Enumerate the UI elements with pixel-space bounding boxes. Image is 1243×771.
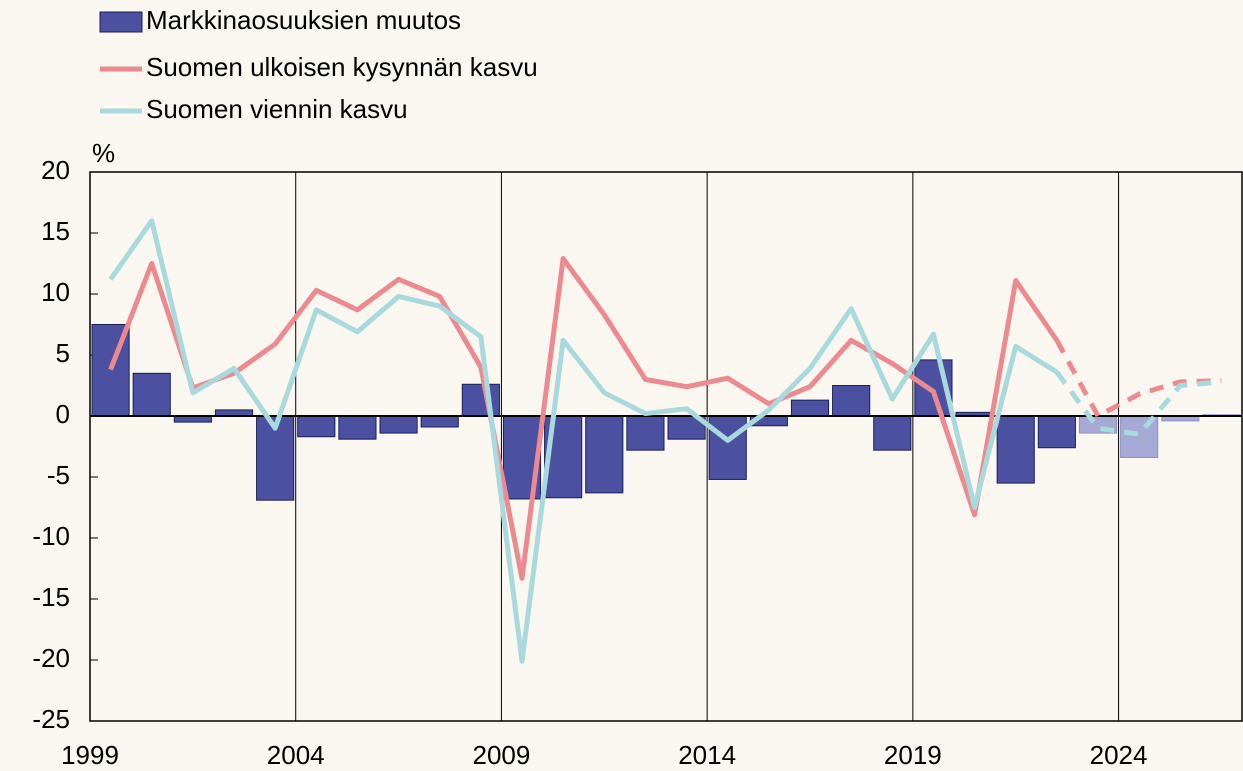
line — [108, 218, 1059, 664]
legend-label: Markkinaosuuksien muutos — [146, 5, 461, 35]
x-tick-label: 2024 — [1090, 740, 1148, 770]
legend-label: Suomen ulkoisen kysynnän kasvu — [146, 52, 538, 82]
x-tick-label: 2019 — [884, 740, 942, 770]
x-tick-label: 1999 — [61, 740, 119, 770]
y-unit: % — [92, 138, 115, 168]
y-tick-label: 15 — [41, 216, 70, 246]
bar — [626, 415, 665, 451]
bar — [338, 415, 377, 440]
legend-swatch — [99, 11, 143, 33]
bar — [132, 372, 171, 417]
line — [1054, 339, 1222, 419]
x-tick-label: 2009 — [473, 740, 531, 770]
x-tick-label: 2014 — [678, 740, 736, 770]
bar — [420, 415, 459, 428]
y-tick-label: -25 — [32, 704, 70, 734]
bar — [585, 415, 624, 494]
bar — [790, 399, 830, 417]
bar — [461, 383, 500, 417]
bar — [297, 415, 336, 438]
bar — [873, 415, 912, 451]
bar — [996, 415, 1035, 484]
x-tick-label: 2004 — [267, 740, 325, 770]
y-tick-label: -15 — [32, 582, 70, 612]
legend-label: Suomen viennin kasvu — [146, 94, 408, 124]
bar — [832, 385, 871, 417]
y-tick-label: -5 — [47, 460, 70, 490]
bar — [1037, 415, 1076, 449]
y-tick-label: 5 — [56, 338, 70, 368]
y-tick-label: 0 — [56, 399, 70, 429]
bar — [379, 415, 418, 434]
y-tick-label: -20 — [32, 643, 70, 673]
y-tick-label: 20 — [41, 155, 70, 185]
y-tick-label: 10 — [41, 277, 70, 307]
bar — [708, 415, 747, 480]
y-tick-label: -10 — [32, 521, 70, 551]
line — [108, 256, 1059, 581]
